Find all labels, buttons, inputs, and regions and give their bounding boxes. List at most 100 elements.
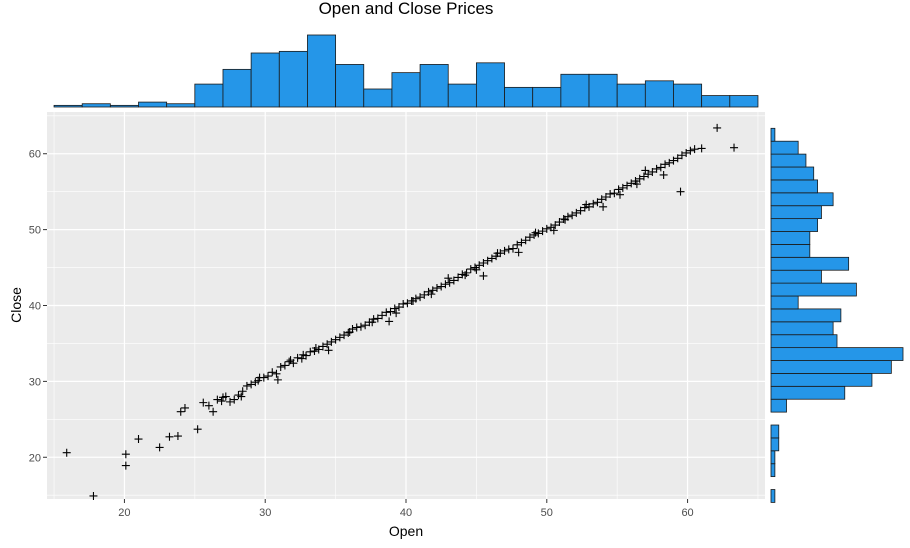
top-histogram-bar <box>335 64 365 108</box>
scatter-point <box>493 249 502 258</box>
y-tick-label: 20 <box>29 452 41 464</box>
top-histogram-bar <box>447 83 477 108</box>
scatter-point <box>173 432 182 441</box>
scatter-point <box>466 265 475 274</box>
top-histogram-bar <box>560 73 590 108</box>
scatter-point <box>428 286 437 295</box>
scatter-point <box>230 395 239 404</box>
scatter-point <box>659 170 668 179</box>
scatter-point <box>676 187 685 196</box>
scatter-point <box>521 236 530 245</box>
scatter-point <box>713 123 722 132</box>
right-histogram-bar <box>770 282 857 297</box>
scatter-point <box>461 271 470 280</box>
scatter-point <box>293 353 302 362</box>
top-histogram <box>53 34 759 108</box>
top-histogram-bar <box>616 83 646 108</box>
scatter-point <box>514 248 523 257</box>
scatter-point <box>403 299 412 308</box>
top-histogram-bar <box>53 104 83 108</box>
scatter-point <box>677 151 686 160</box>
scatter-point <box>213 395 222 404</box>
top-histogram-bar <box>278 50 308 108</box>
scatter-point <box>487 254 496 263</box>
scatter-point <box>475 261 484 270</box>
scatter-point <box>627 179 636 188</box>
scatter-point <box>299 350 308 359</box>
scatter-point <box>551 221 560 230</box>
scatter-point <box>445 278 454 287</box>
scatter-point <box>62 448 71 457</box>
scatter-point <box>323 340 332 349</box>
right-histogram-bar <box>770 140 799 155</box>
right-histogram <box>770 127 904 503</box>
scatter-point <box>209 407 218 416</box>
right-histogram-bar <box>770 205 822 220</box>
scatter-point <box>610 189 619 198</box>
scatter-point <box>572 208 581 217</box>
scatter-point <box>382 308 391 317</box>
scatter-point <box>285 357 294 366</box>
scatter-point <box>432 284 441 293</box>
scatter-point <box>409 296 418 305</box>
right-histogram-bar <box>770 269 822 284</box>
right-histogram-bar <box>770 489 776 503</box>
scatter-point <box>690 145 699 154</box>
scatter-point <box>385 317 394 326</box>
scatter-point <box>441 280 450 289</box>
top-histogram-bar <box>729 95 759 108</box>
top-histogram-bar <box>222 68 252 108</box>
scatter-point <box>437 282 446 291</box>
scatter-point <box>386 307 395 316</box>
right-histogram-bar <box>770 308 842 323</box>
x-tick-label: 60 <box>681 507 693 519</box>
top-histogram-bar <box>701 95 731 108</box>
scatter-point <box>121 450 130 459</box>
x-tick-label: 50 <box>541 507 553 519</box>
top-histogram-bar <box>588 73 618 108</box>
scatter-point <box>373 314 382 323</box>
right-histogram-bar <box>770 463 776 478</box>
right-histogram-bar <box>770 450 776 465</box>
top-histogram-bar <box>673 83 703 108</box>
scatter-point <box>361 321 370 330</box>
scatter-point <box>416 293 425 302</box>
scatter-point <box>259 373 268 382</box>
plot-panel <box>47 112 765 500</box>
right-histogram-bar <box>770 437 780 452</box>
scatter-point <box>238 387 247 396</box>
scatter-point <box>542 224 551 233</box>
y-tick-label: 40 <box>29 301 41 313</box>
scatter-point <box>345 328 354 337</box>
x-tick-label: 30 <box>259 507 271 519</box>
chart-title: Open and Close Prices <box>319 0 494 18</box>
scatter-point <box>549 226 558 235</box>
scatter-point <box>180 403 189 412</box>
scatter-point <box>444 274 453 283</box>
right-histogram-bar <box>770 256 850 271</box>
scatter-point <box>525 233 534 242</box>
right-histogram-bar <box>770 127 776 142</box>
scatter-point <box>280 361 289 370</box>
y-tick-label: 60 <box>29 149 41 161</box>
scatter-point <box>500 246 509 255</box>
scatter-point <box>352 323 361 332</box>
y-tick-label: 50 <box>29 225 41 237</box>
scatter-point <box>597 195 606 204</box>
scatter-point <box>199 398 208 407</box>
top-histogram-bar <box>391 72 421 108</box>
scatter-point <box>356 322 365 331</box>
scatter-point <box>639 172 648 181</box>
x-axis-title: Open <box>389 523 423 539</box>
scatter-point <box>606 189 615 198</box>
scatter-point <box>226 397 235 406</box>
right-histogram-bar <box>770 153 807 168</box>
scatter-point <box>479 271 488 280</box>
scatter-point <box>420 290 429 299</box>
right-histogram-bar <box>770 218 818 232</box>
scatter-point <box>390 304 399 313</box>
scatter-point <box>513 240 522 249</box>
scatter-point <box>193 425 202 434</box>
scatter-point <box>665 158 674 167</box>
right-histogram-bar <box>770 166 815 181</box>
